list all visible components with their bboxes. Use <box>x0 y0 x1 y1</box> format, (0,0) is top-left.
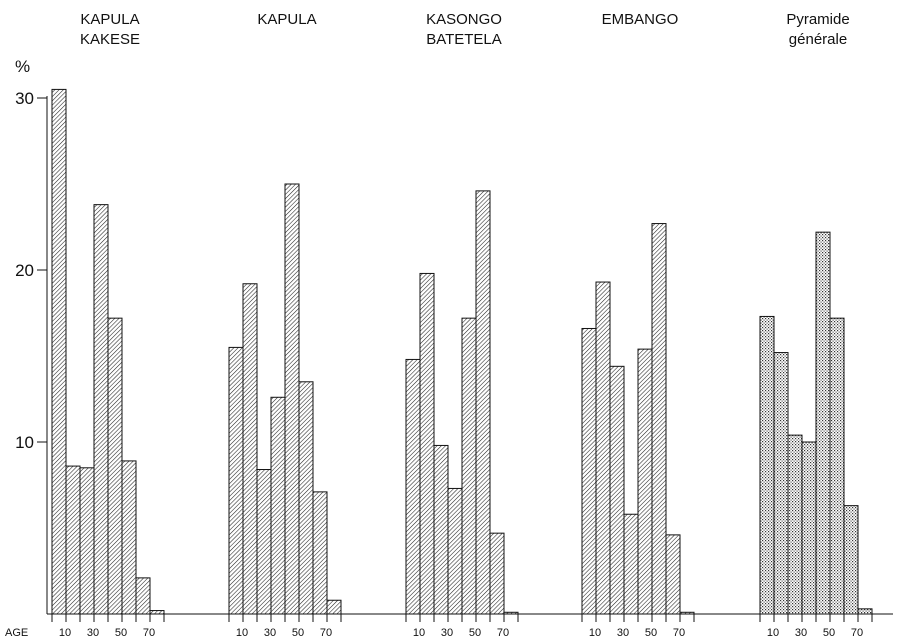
y-unit-label: % <box>15 57 30 76</box>
bar-40-49 <box>107 317 123 615</box>
bar-40-49 <box>637 348 653 615</box>
bar-0-9 <box>228 346 244 615</box>
y-tick-label: 20 <box>15 261 34 280</box>
panel-title: EMBANGO <box>602 11 679 28</box>
panel-1: KAPULA KAKESE 10 30 50 70 <box>51 11 165 639</box>
bar-30-39 <box>623 513 639 615</box>
bar-60-69 <box>843 505 859 615</box>
x-tick-label: 10 <box>59 627 71 639</box>
bar-0-9 <box>51 88 67 615</box>
bar-50-59 <box>651 223 667 615</box>
bar-50-59 <box>121 460 137 615</box>
x-tick-label: 50 <box>469 627 481 639</box>
x-tick-label: 10 <box>767 627 779 639</box>
x-tick-label: 70 <box>143 627 155 639</box>
bar-0-9 <box>581 327 597 615</box>
panel-title: KASONGO <box>426 11 502 28</box>
x-tick-label: 30 <box>87 627 99 639</box>
bar-10-19 <box>242 283 258 615</box>
bar-20-29 <box>79 467 95 615</box>
x-tick-label: 10 <box>413 627 425 639</box>
x-tick-label: 10 <box>589 627 601 639</box>
bar-0-9 <box>759 315 775 615</box>
bar-10-19 <box>773 352 789 615</box>
x-tick-label: 10 <box>236 627 248 639</box>
bar-0-9 <box>405 358 421 615</box>
bar-30-39 <box>270 396 286 615</box>
panel-2: KAPULA 10 30 50 70 <box>228 11 342 639</box>
bar-30-39 <box>93 204 109 615</box>
x-tick-label: 70 <box>673 627 685 639</box>
bar-70+ <box>326 599 342 615</box>
bar-10-19 <box>65 465 81 615</box>
bar-50-59 <box>475 190 491 615</box>
panel-title: générale <box>789 31 847 48</box>
bar-40-49 <box>815 231 831 615</box>
x-tick-label: 70 <box>851 627 863 639</box>
axes: % 10 20 30 AGE <box>5 57 893 639</box>
x-tick-label: 30 <box>264 627 276 639</box>
bar-60-69 <box>312 491 328 615</box>
panel-title: KAPULA <box>257 11 316 28</box>
x-tick-label: 50 <box>292 627 304 639</box>
panel-title: Pyramide <box>786 11 849 28</box>
bar-60-69 <box>135 577 151 615</box>
x-tick-label: 70 <box>320 627 332 639</box>
x-tick-label: 30 <box>795 627 807 639</box>
x-tick-label: 50 <box>645 627 657 639</box>
panel-4: EMBANGO 10 30 50 70 <box>581 11 695 639</box>
bar-20-29 <box>787 434 803 615</box>
bar-10-19 <box>595 281 611 615</box>
panel-title: KAPULA <box>80 11 139 28</box>
x-axis-label: AGE <box>5 627 28 639</box>
bar-40-49 <box>284 183 300 615</box>
y-tick-label: 10 <box>15 433 34 452</box>
bar-40-49 <box>461 317 477 615</box>
bar-50-59 <box>298 381 314 615</box>
panel-title: BATETELA <box>426 31 502 48</box>
bar-20-29 <box>609 365 625 615</box>
bar-60-69 <box>665 534 681 615</box>
y-tick-label: 30 <box>15 89 34 108</box>
x-tick-label: 30 <box>441 627 453 639</box>
panel-title: KAKESE <box>80 31 140 48</box>
x-tick-label: 30 <box>617 627 629 639</box>
bar-70+ <box>857 608 873 615</box>
bar-50-59 <box>829 317 845 615</box>
bar-20-29 <box>256 469 272 615</box>
bar-20-29 <box>433 444 449 615</box>
bar-60-69 <box>489 532 505 615</box>
bar-10-19 <box>419 272 435 615</box>
bar-70+ <box>679 611 695 615</box>
bar-30-39 <box>801 441 817 615</box>
bar-30-39 <box>447 487 463 615</box>
panel-5: Pyramide générale 10 30 50 70 <box>759 11 873 639</box>
x-tick-label: 50 <box>115 627 127 639</box>
bar-70+ <box>503 611 519 615</box>
panel-3: KASONGO BATETELA 10 30 50 70 <box>405 11 519 639</box>
x-tick-label: 70 <box>497 627 509 639</box>
bar-70+ <box>149 610 165 615</box>
x-tick-label: 50 <box>823 627 835 639</box>
